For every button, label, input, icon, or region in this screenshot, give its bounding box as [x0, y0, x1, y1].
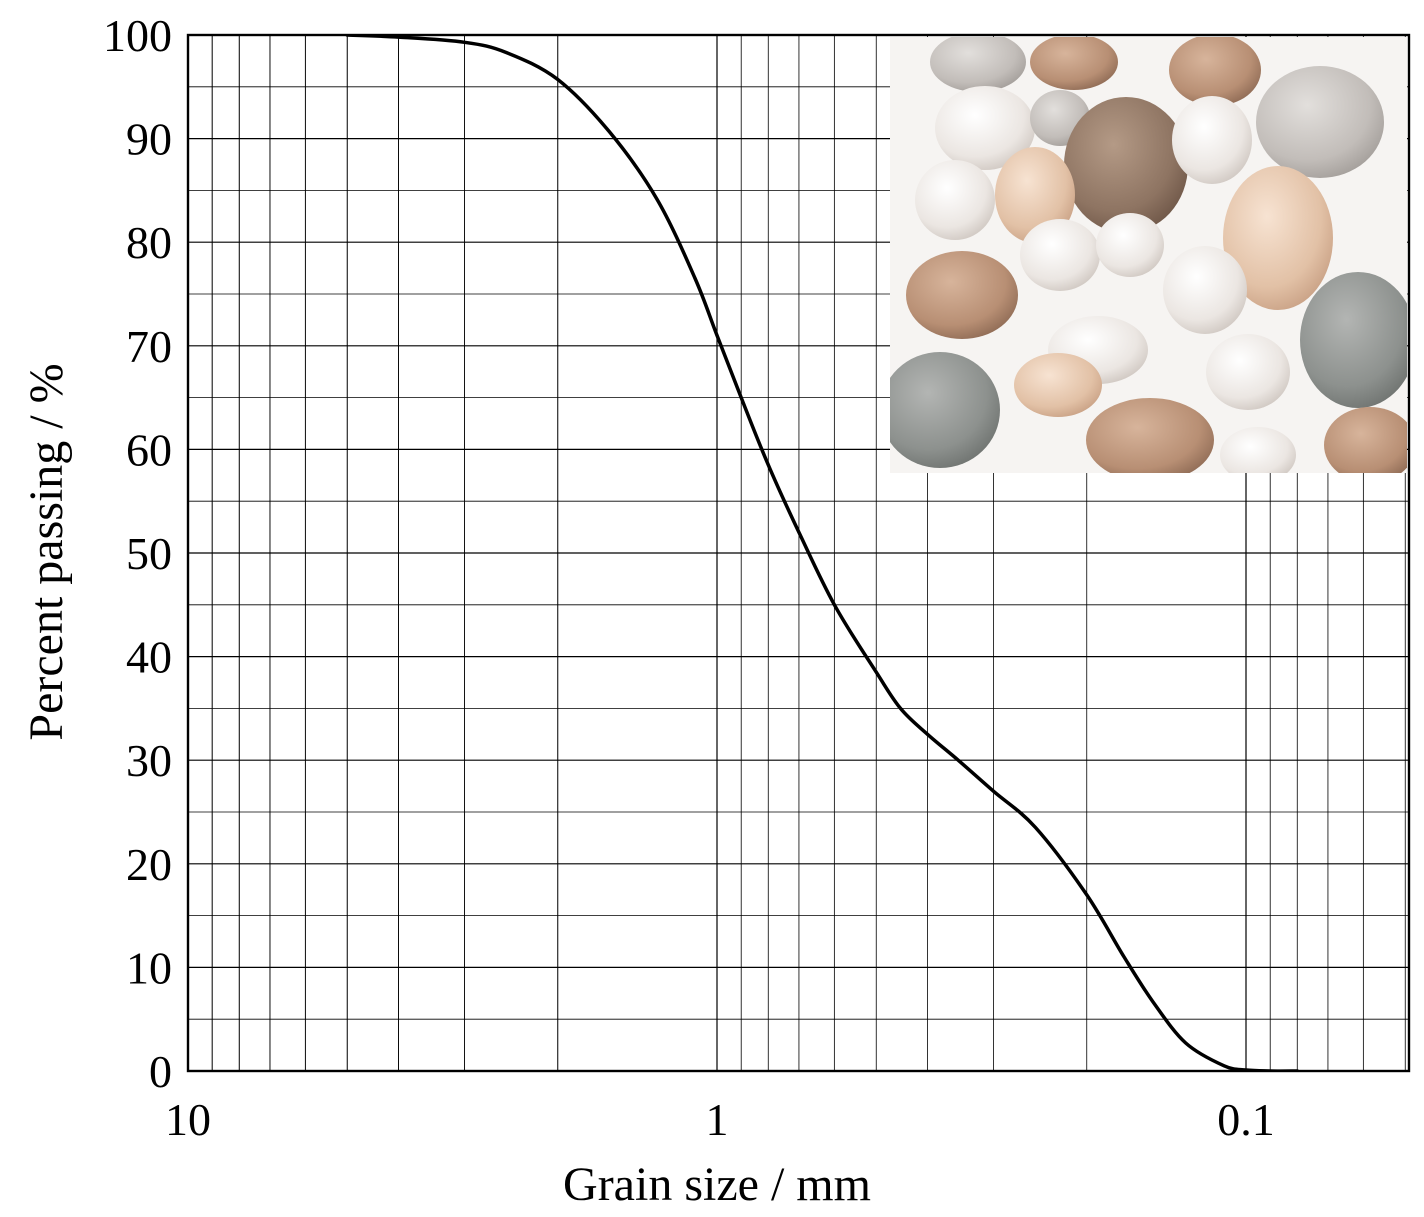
x-axis-title: Grain size / mm [563, 1158, 871, 1211]
y-axis: 0 10 20 30 40 50 60 70 80 90 100 [103, 10, 172, 1097]
y-axis-title: Percent passing / % [20, 363, 73, 740]
x-tick-label: 0.1 [1217, 1094, 1275, 1145]
x-tick-label: 10 [165, 1094, 211, 1145]
x-axis: 10 1 0.1 [165, 1094, 1275, 1145]
y-tick-label: 0 [149, 1046, 172, 1097]
y-tick-label: 60 [126, 424, 172, 475]
percent-passing-curve [345, 35, 1300, 1071]
plot-frame [186, 33, 1411, 1073]
y-tick-label: 80 [126, 217, 172, 268]
y-tick-label: 20 [126, 839, 172, 890]
y-tick-label: 40 [126, 632, 172, 683]
y-tick-label: 90 [126, 114, 172, 165]
y-tick-label: 100 [103, 10, 172, 61]
y-tick-label: 70 [126, 321, 172, 372]
sand-grains-photo [890, 37, 1407, 473]
y-tick-label: 10 [126, 942, 172, 993]
y-tick-label: 30 [126, 735, 172, 786]
x-tick-label: 1 [706, 1094, 729, 1145]
y-tick-label: 50 [126, 528, 172, 579]
